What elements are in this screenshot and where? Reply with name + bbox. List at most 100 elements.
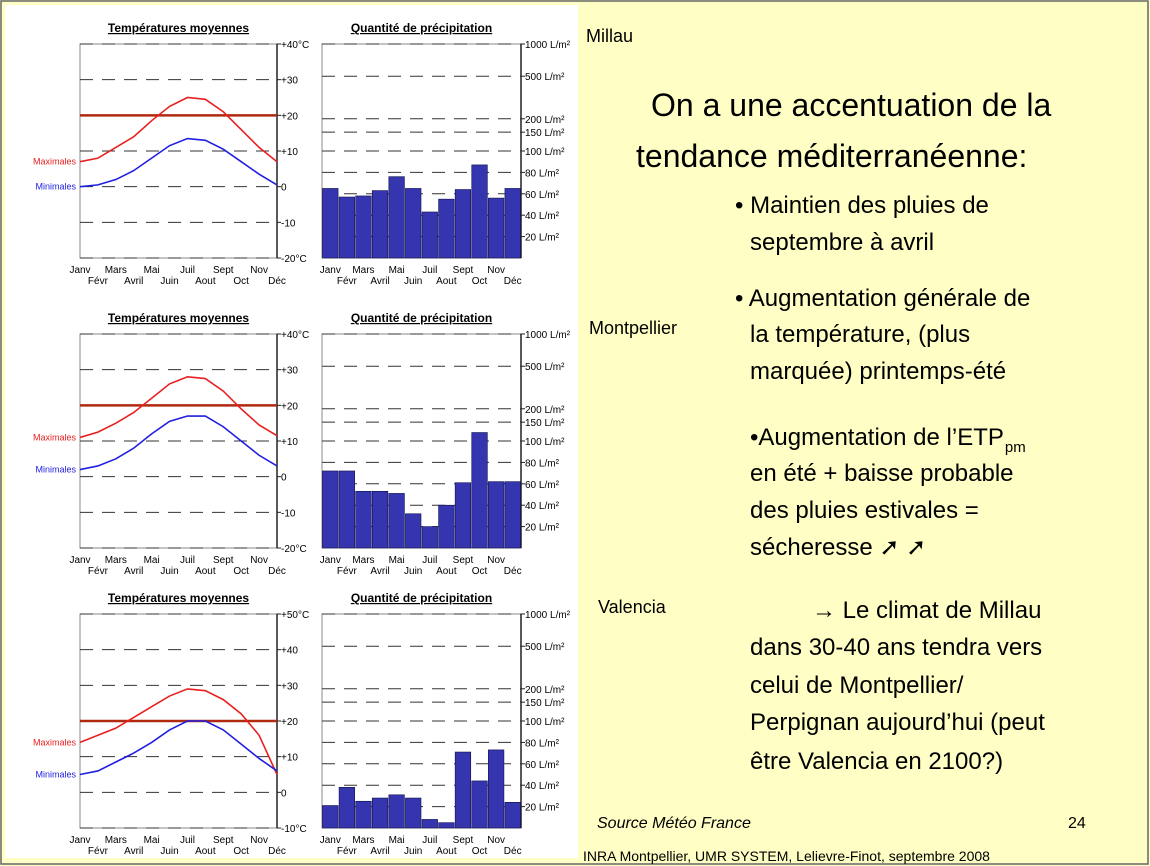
- chart-title: Températures moyennes: [108, 21, 249, 35]
- y-tick-label: 80 L/m²: [525, 168, 560, 179]
- y-tick-label: +40°C: [281, 330, 309, 341]
- x-tick-label: Avril: [370, 846, 389, 857]
- bar: [371, 190, 389, 259]
- x-tick-label: Mars: [105, 835, 127, 846]
- x-tick-label: Janv: [320, 835, 341, 846]
- bullet-line: septembre à avril: [750, 229, 934, 256]
- x-tick-label: Janv: [320, 555, 341, 566]
- x-tick-label: Janv: [320, 265, 341, 276]
- x-tick-label: Mai: [144, 555, 160, 566]
- bar: [471, 164, 488, 259]
- y-tick-label: +40: [281, 646, 298, 657]
- x-tick-label: Oct: [472, 846, 488, 857]
- y-tick-label: 200 L/m²: [525, 685, 565, 696]
- y-tick-label: 100 L/m²: [525, 717, 565, 728]
- y-tick-label: 500 L/m²: [525, 642, 565, 653]
- bar: [504, 802, 521, 829]
- x-tick-label: Aout: [436, 566, 457, 577]
- bar: [388, 794, 405, 829]
- bar: [338, 470, 355, 549]
- bar: [371, 797, 389, 829]
- x-tick-label: Juil: [422, 265, 437, 276]
- y-tick-label: +50°C: [281, 610, 309, 621]
- bullet-line: • Maintien des pluies de: [735, 192, 989, 219]
- chart-title: Températures moyennes: [108, 591, 249, 605]
- place-label: Millau: [586, 26, 633, 46]
- x-tick-label: Janv: [69, 835, 90, 846]
- y-tick-label: +30: [281, 76, 298, 87]
- x-tick-label: Sept: [213, 265, 234, 276]
- place-label: Montpellier: [589, 318, 677, 338]
- x-tick-label: Aout: [436, 276, 457, 287]
- bar: [454, 189, 472, 259]
- x-tick-label: Mars: [352, 555, 374, 566]
- y-tick-label: 1000 L/m²: [525, 330, 571, 341]
- y-tick-label: 150 L/m²: [525, 128, 565, 139]
- bar: [355, 490, 372, 549]
- bullet-line: marquée) printemps-été: [750, 358, 1006, 385]
- conclusion-line: → Le climat de Millau: [812, 597, 1041, 624]
- bar: [405, 797, 422, 829]
- x-tick-label: Aout: [195, 846, 216, 857]
- y-tick-label: 0: [281, 183, 287, 194]
- temperature-line: [79, 96, 278, 163]
- chart-title: Quantité de précipitation: [351, 591, 492, 605]
- x-tick-label: Mars: [105, 555, 127, 566]
- x-tick-label: Oct: [233, 846, 249, 857]
- x-tick-label: Aout: [436, 846, 457, 857]
- x-tick-label: Juil: [422, 555, 437, 566]
- bar: [322, 805, 339, 829]
- bar: [504, 481, 521, 549]
- x-tick-label: Déc: [268, 566, 286, 577]
- x-tick-label: Avril: [370, 276, 389, 287]
- x-tick-label: Juil: [180, 555, 195, 566]
- x-tick-label: Juin: [160, 846, 178, 857]
- x-tick-label: Déc: [504, 846, 522, 857]
- x-tick-label: Mai: [389, 555, 405, 566]
- x-tick-label: Aout: [195, 276, 216, 287]
- x-tick-label: Nov: [250, 265, 268, 276]
- bar: [338, 787, 355, 829]
- y-tick-label: 1000 L/m²: [525, 610, 571, 621]
- x-tick-label: Oct: [233, 276, 249, 287]
- y-tick-label: 80 L/m²: [525, 458, 560, 469]
- x-tick-label: Avril: [124, 566, 143, 577]
- x-tick-label: Févr: [337, 276, 358, 287]
- x-tick-label: Juin: [160, 566, 178, 577]
- bullet-line: en été + baisse probable: [750, 460, 1014, 487]
- bar: [355, 195, 372, 259]
- x-tick-label: Févr: [88, 276, 109, 287]
- y-tick-label: +30: [281, 366, 298, 377]
- y-tick-label: 500 L/m²: [525, 72, 565, 83]
- x-tick-label: Déc: [504, 566, 522, 577]
- x-tick-label: Nov: [487, 265, 505, 276]
- bar: [438, 822, 455, 829]
- temperature-line: [79, 720, 278, 776]
- y-tick-label: 60 L/m²: [525, 480, 560, 491]
- y-tick-label: 150 L/m²: [525, 418, 565, 429]
- x-tick-label: Avril: [124, 846, 143, 857]
- y-tick-label: 150 L/m²: [525, 698, 565, 709]
- x-tick-label: Déc: [268, 276, 286, 287]
- y-tick-label: 1000 L/m²: [525, 40, 571, 51]
- x-tick-label: Févr: [337, 846, 358, 857]
- y-tick-label: 100 L/m²: [525, 147, 565, 158]
- charts-panel: [5, 5, 578, 858]
- bar: [454, 482, 472, 549]
- bar: [322, 470, 339, 549]
- x-tick-label: Déc: [268, 846, 286, 857]
- footer: INRA Montpellier, UMR SYSTEM, Lelievre-F…: [583, 848, 990, 864]
- x-tick-label: Nov: [250, 835, 268, 846]
- page-number: 24: [1068, 815, 1086, 832]
- x-tick-label: Avril: [370, 566, 389, 577]
- y-tick-label: 20 L/m²: [525, 233, 560, 244]
- y-tick-label: +20: [281, 717, 298, 728]
- y-tick-label: +10: [281, 753, 298, 764]
- bar: [405, 188, 422, 259]
- source: Source Météo France: [597, 815, 751, 832]
- legend-label: Minimales: [35, 182, 76, 192]
- bar: [488, 749, 505, 829]
- x-tick-label: Sept: [213, 555, 234, 566]
- y-tick-label: +20: [281, 401, 298, 412]
